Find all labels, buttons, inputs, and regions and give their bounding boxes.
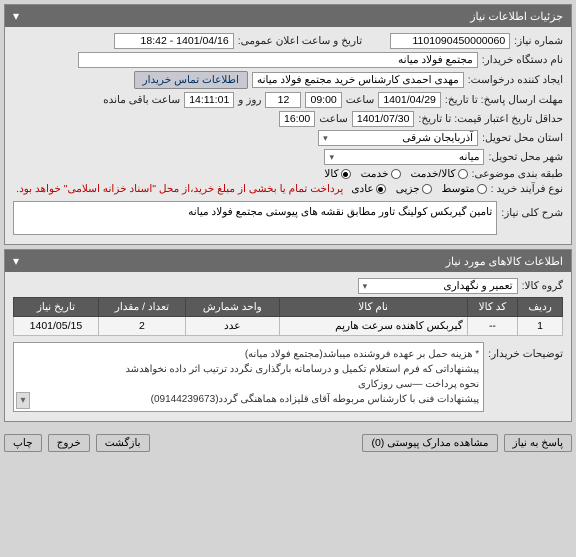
cell-unit: عدد [186, 317, 280, 336]
province-label: استان محل تحویل: [482, 132, 563, 144]
table-header-row: ردیف کد کالا نام کالا واحد شمارش تعداد /… [14, 298, 563, 317]
cell-date: 1401/05/15 [14, 317, 99, 336]
province-select[interactable]: آذربایجان شرقی ▾ [318, 130, 478, 146]
requester-label: ایجاد کننده درخواست: [468, 74, 563, 86]
proc-item-0[interactable]: متوسط [442, 183, 487, 195]
panel1-header: جزئیات اطلاعات نیاز ▾ [5, 5, 571, 27]
province-value: آذربایجان شرقی [402, 132, 473, 144]
day-label: روز و [238, 94, 261, 106]
panel1-body: شماره نیاز: 1101090450000060 تاریخ و ساع… [5, 27, 571, 244]
radio-icon [477, 184, 487, 194]
time-label-1: ساعت [346, 94, 375, 106]
th-name: نام کالا [279, 298, 467, 317]
deadline-date: 1401/04/29 [378, 92, 441, 108]
proc-item-1[interactable]: جزیی [396, 183, 432, 195]
panel2-title: اطلاعات کالاهای مورد نیاز [446, 255, 563, 268]
days-left: 12 [265, 92, 301, 108]
valid-label: حداقل تاریخ اعتبار قیمت: تا تاریخ: [418, 113, 563, 125]
remain-label: ساعت باقی مانده [103, 94, 180, 106]
goods-info-panel: اطلاعات کالاهای مورد نیاز ▾ گروه کالا: ت… [4, 249, 572, 422]
panel2-collapse-icon[interactable]: ▾ [13, 254, 19, 268]
attachments-button[interactable]: مشاهده مدارک پیوستی (0) [362, 434, 497, 452]
proc-item-2[interactable]: عادی [351, 183, 385, 195]
time-left: 14:11:01 [184, 92, 234, 108]
back-button[interactable]: بازگشت [96, 434, 150, 452]
requester-value: مهدی احمدی کارشناس خرید مجتمع فولاد میان… [252, 72, 464, 88]
cell-code: -- [467, 317, 517, 336]
radio-icon [341, 169, 351, 179]
print-button[interactable]: چاپ [4, 434, 42, 452]
announce-value: 1401/04/16 - 18:42 [114, 33, 234, 49]
chevron-down-icon: ▾ [329, 152, 334, 163]
need-no-label: شماره نیاز: [514, 35, 563, 47]
city-value: میانه [459, 151, 480, 163]
process-label: نوع فرآیند خرید : [491, 183, 563, 195]
panel2-header: اطلاعات کالاهای مورد نیاز ▾ [5, 250, 571, 272]
chevron-down-icon: ▾ [363, 281, 368, 292]
cell-row: 1 [518, 317, 563, 336]
buyer-note-box[interactable]: * هزینه حمل بر عهده فروشنده میباشد(مجتمع… [13, 342, 484, 412]
note-line-0: * هزینه حمل بر عهده فروشنده میباشد(مجتمع… [18, 347, 479, 362]
process-radio-group: متوسط جزیی عادی [351, 183, 486, 195]
th-code: کد کالا [467, 298, 517, 317]
cat-item-0[interactable]: کالا/خدمت [411, 168, 468, 180]
deadline-label: مهلت ارسال پاسخ: تا تاریخ: [445, 94, 563, 106]
group-value: تعمیر و نگهداری [443, 280, 512, 292]
table-row[interactable]: 1 -- گیربکس کاهنده سرعت هارپم عدد 2 1401… [14, 317, 563, 336]
scroll-down-icon[interactable]: ▾ [16, 392, 30, 409]
footer-buttons: پاسخ به نیاز مشاهده مدارک پیوستی (0) باز… [0, 426, 576, 460]
cat-item-2[interactable]: کالا [324, 168, 350, 180]
cell-name: گیربکس کاهنده سرعت هارپم [279, 317, 467, 336]
need-details-panel: جزئیات اطلاعات نیاز ▾ شماره نیاز: 110109… [4, 4, 572, 245]
panel1-title: جزئیات اطلاعات نیاز [470, 10, 563, 23]
contact-button[interactable]: اطلاعات تماس خریدار [134, 71, 248, 89]
th-row: ردیف [518, 298, 563, 317]
panel1-collapse-icon[interactable]: ▾ [13, 9, 19, 23]
valid-date: 1401/07/30 [352, 111, 415, 127]
note-line-3: پیشنهادات فنی با کارشناس مربوطه آقای قلی… [18, 392, 479, 407]
announce-label: تاریخ و ساعت اعلان عمومی: [238, 35, 362, 47]
payment-note: پرداخت تمام یا بخشی از مبلغ خرید،از محل … [16, 183, 343, 195]
respond-button[interactable]: پاسخ به نیاز [504, 434, 572, 452]
buyer-label: نام دستگاه خریدار: [482, 54, 563, 66]
panel2-body: گروه کالا: تعمیر و نگهداری ▾ ردیف کد کال… [5, 272, 571, 421]
radio-icon [376, 184, 386, 194]
city-label: شهر محل تحویل: [488, 151, 563, 163]
radio-icon [458, 169, 468, 179]
category-label: طبقه بندی موضوعی: [472, 168, 563, 180]
buyer-value: مجتمع فولاد میانه [78, 52, 478, 68]
exit-button[interactable]: خروج [48, 434, 90, 452]
time-label-2: ساعت [319, 113, 348, 125]
desc-label: شرح کلی نیاز: [501, 201, 563, 219]
goods-table: ردیف کد کالا نام کالا واحد شمارش تعداد /… [13, 297, 563, 336]
th-qty: تعداد / مقدار [98, 298, 185, 317]
city-select[interactable]: میانه ▾ [324, 149, 484, 165]
category-radio-group: کالا/خدمت خدمت کالا [324, 168, 467, 180]
radio-icon [422, 184, 432, 194]
note-line-2: نحوه پرداخت —سی روزکاری [18, 377, 479, 392]
buyer-note-label: توضیحات خریدار: [488, 342, 563, 360]
desc-textarea[interactable]: تامین گیربکس کولینگ تاور مطابق نقشه های … [13, 201, 497, 235]
note-line-1: پیشنهاداتی که فرم استعلام تکمیل و درساما… [18, 362, 479, 377]
chevron-down-icon: ▾ [323, 133, 328, 144]
group-label: گروه کالا: [522, 280, 563, 292]
cell-qty: 2 [98, 317, 185, 336]
th-unit: واحد شمارش [186, 298, 280, 317]
need-no-value: 1101090450000060 [390, 33, 510, 49]
deadline-time: 09:00 [305, 92, 341, 108]
th-date: تاریخ نیاز [14, 298, 99, 317]
valid-time: 16:00 [279, 111, 315, 127]
cat-item-1[interactable]: خدمت [361, 168, 401, 180]
radio-icon [391, 169, 401, 179]
group-select[interactable]: تعمیر و نگهداری ▾ [358, 278, 518, 294]
